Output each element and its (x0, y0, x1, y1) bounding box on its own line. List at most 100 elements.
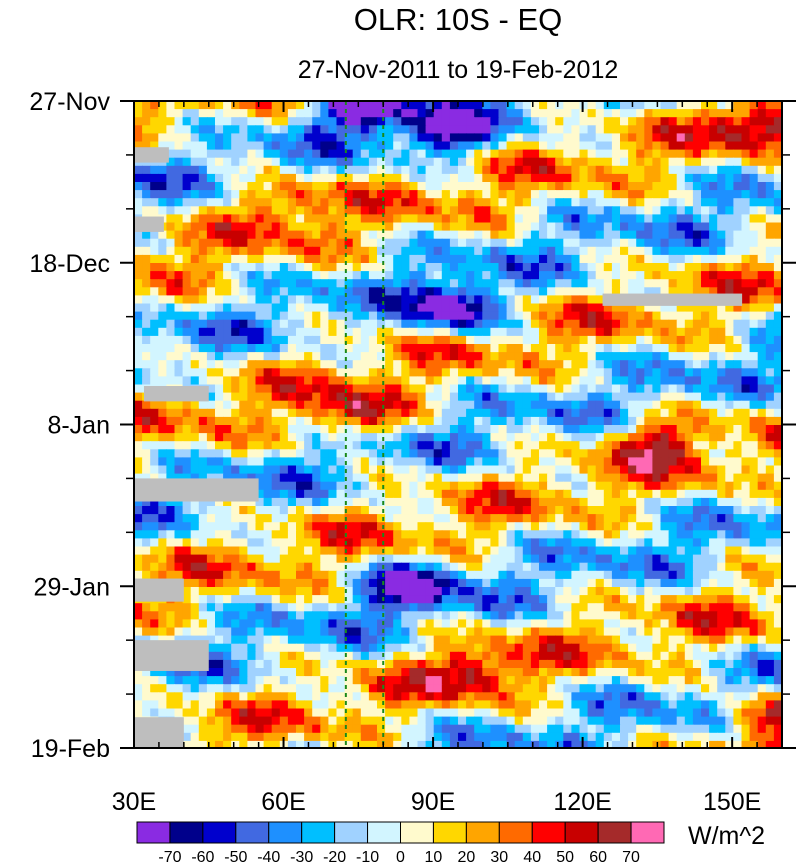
heatmap-cell (239, 303, 248, 313)
heatmap-cell (271, 570, 281, 580)
heatmap-cell (733, 416, 743, 426)
heatmap-cell (749, 546, 759, 556)
heatmap-cell (652, 587, 662, 596)
heatmap-cell (174, 254, 184, 264)
heatmap-cell (603, 441, 613, 450)
heatmap-cell (530, 400, 540, 410)
heatmap-cell (368, 303, 378, 313)
heatmap-cell (539, 141, 548, 151)
heatmap-cell (660, 408, 670, 418)
heatmap-cell (223, 465, 232, 475)
heatmap-cell (409, 133, 419, 143)
heatmap-cell (271, 238, 281, 248)
heatmap-cell (668, 546, 678, 556)
heatmap-cell (539, 433, 548, 442)
heatmap-cell (255, 319, 265, 329)
heatmap-cell (433, 157, 443, 167)
heatmap-cell (287, 522, 297, 531)
heatmap-cell (449, 190, 459, 199)
heatmap-cell (514, 198, 524, 207)
heatmap-cell (441, 425, 451, 434)
heatmap-cell (231, 279, 240, 288)
heatmap-cell (733, 522, 743, 531)
heatmap-cell (441, 133, 451, 143)
heatmap-cell (749, 554, 759, 564)
heatmap-cell (522, 595, 532, 604)
heatmap-cell (563, 562, 572, 572)
heatmap-cell (449, 530, 459, 539)
heatmap-cell (474, 206, 483, 215)
heatmap-cell (304, 222, 313, 232)
heatmap-cell (701, 157, 710, 167)
heatmap-cell (360, 603, 370, 612)
heatmap-cell (595, 246, 605, 256)
heatmap-cell (433, 530, 443, 539)
heatmap-cell (271, 352, 281, 361)
heatmap-cell (174, 206, 184, 215)
heatmap-cell (571, 416, 581, 426)
heatmap-cell (466, 595, 475, 604)
heatmap-cell (482, 182, 491, 191)
heatmap-cell (142, 287, 151, 296)
heatmap-cell (595, 562, 605, 572)
heatmap-cell (401, 562, 410, 572)
heatmap-cell (692, 384, 702, 394)
heatmap-cell (320, 230, 329, 240)
heatmap-cell (539, 303, 548, 313)
heatmap-cell (668, 465, 678, 475)
heatmap-cell (717, 570, 726, 580)
heatmap-cell (773, 246, 782, 256)
heatmap-cell (725, 457, 734, 467)
heatmap-cell (296, 449, 305, 458)
heatmap-cell (620, 198, 629, 207)
heatmap-cell (749, 400, 759, 410)
heatmap-cell (603, 263, 613, 272)
heatmap-cell (684, 538, 694, 548)
heatmap-cell (611, 465, 621, 475)
heatmap-cell (263, 125, 273, 134)
heatmap-cell (620, 473, 629, 483)
heatmap-cell (482, 327, 491, 337)
heatmap-cell (611, 400, 621, 410)
heatmap-cell (757, 327, 767, 337)
heatmap-cell (247, 441, 257, 450)
heatmap-cell (701, 497, 710, 507)
heatmap-cell (676, 230, 686, 240)
heatmap-cell (296, 190, 305, 199)
heatmap-cell (433, 295, 443, 305)
heatmap-cell (352, 198, 362, 207)
heatmap-cell (385, 384, 394, 394)
heatmap-cell (490, 384, 500, 394)
heatmap-cell (490, 133, 500, 143)
heatmap-cell (458, 125, 467, 134)
heatmap-cell (158, 101, 167, 110)
heatmap-cell (684, 457, 694, 467)
heatmap-cell (417, 595, 427, 604)
heatmap-cell (150, 165, 159, 175)
heatmap-cell (134, 344, 143, 353)
heatmap-cell (417, 238, 427, 248)
heatmap-cell (287, 603, 297, 612)
heatmap-cell (530, 214, 540, 224)
heatmap-cell (142, 254, 151, 264)
heatmap-cell (555, 425, 564, 434)
heatmap-cell (304, 319, 313, 329)
heatmap-cell (466, 481, 475, 491)
heatmap-cell (255, 327, 265, 337)
heatmap-cell (603, 190, 613, 199)
heatmap-cell (466, 190, 475, 199)
heatmap-cell (717, 157, 726, 167)
heatmap-cell (449, 465, 459, 475)
heatmap-cell (425, 214, 435, 224)
heatmap-cell (482, 578, 491, 588)
heatmap-cell (360, 311, 370, 321)
heatmap-cell (717, 408, 726, 418)
heatmap-cell (263, 595, 273, 604)
heatmap-cell (628, 327, 637, 337)
heatmap-cell (441, 473, 451, 483)
heatmap-cell (644, 190, 653, 199)
heatmap-cell (474, 522, 483, 531)
heatmap-cell (490, 344, 500, 353)
heatmap-cell (571, 489, 581, 499)
heatmap-cell (684, 214, 694, 224)
